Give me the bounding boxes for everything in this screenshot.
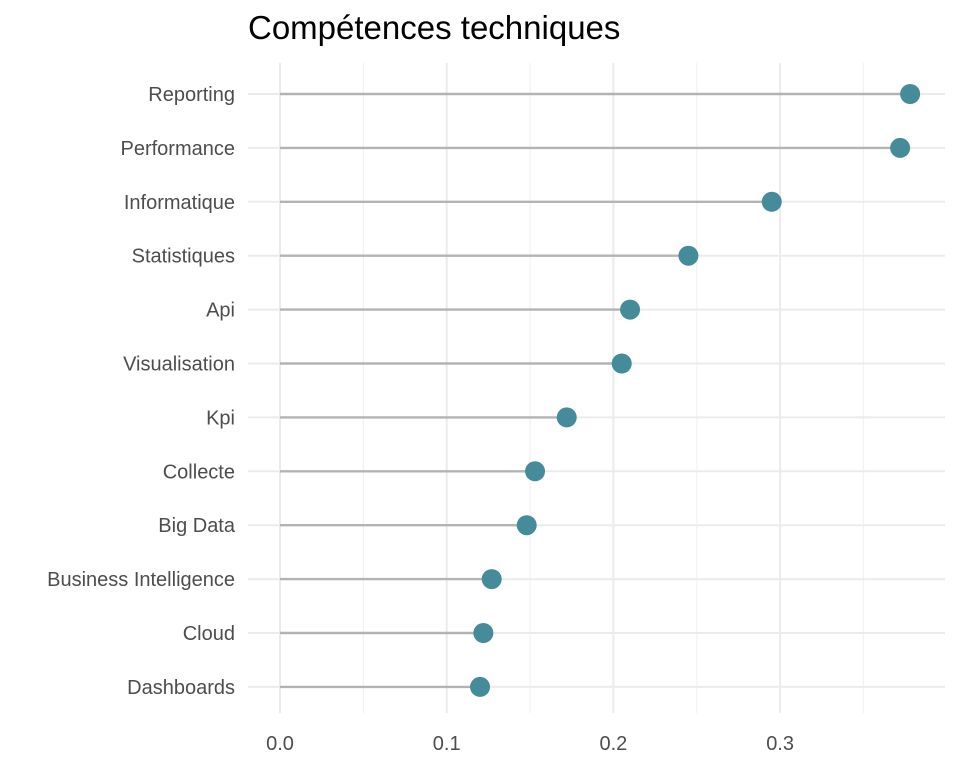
y-tick-label: Statistiques: [132, 246, 235, 268]
lollipop-point: [481, 569, 502, 590]
lollipop-point: [556, 407, 577, 428]
lollipop-point: [516, 515, 537, 536]
lollipop-point: [678, 245, 699, 266]
lollipop-point: [900, 84, 921, 104]
y-tick-label: Visualisation: [123, 354, 235, 376]
x-tick-label: 0.2: [599, 733, 627, 755]
y-tick-label: Collecte: [163, 461, 235, 483]
y-tick-label: Reporting: [148, 84, 235, 106]
y-axis-tick-labels: Reporting Performance Informatique Statisti…: [47, 84, 236, 699]
lollipop-point: [525, 461, 546, 482]
lollipop-point: [470, 676, 491, 697]
lollipop-point: [611, 353, 632, 374]
x-axis-tick-labels: 0.0 0.1 0.2 0.3: [266, 733, 794, 755]
lollipop-point: [761, 191, 782, 212]
x-tick-label: 0.3: [766, 733, 794, 755]
y-tick-label: Cloud: [183, 623, 235, 645]
y-tick-label: Performance: [121, 138, 236, 160]
y-tick-label: Business Intelligence: [47, 569, 235, 591]
y-tick-label: Api: [206, 300, 235, 322]
y-tick-label: Dashboards: [127, 677, 235, 699]
lollipop-point: [890, 137, 911, 158]
major-vertical-gridlines: [279, 63, 782, 713]
y-tick-label: Big Data: [158, 515, 236, 537]
y-tick-label: Informatique: [124, 192, 235, 214]
x-tick-label: 0.1: [433, 733, 461, 755]
major-horizontal-gridlines: [248, 93, 945, 688]
y-tick-label: Kpi: [206, 407, 235, 429]
lollipop-points: [470, 84, 921, 697]
lollipop-point: [620, 299, 641, 320]
chart-title: Compétences techniques: [248, 9, 620, 46]
minor-gridlines: [362, 63, 865, 713]
lollipop-stems: [280, 92, 911, 689]
lollipop-point: [473, 623, 494, 643]
x-tick-label: 0.0: [266, 733, 294, 755]
